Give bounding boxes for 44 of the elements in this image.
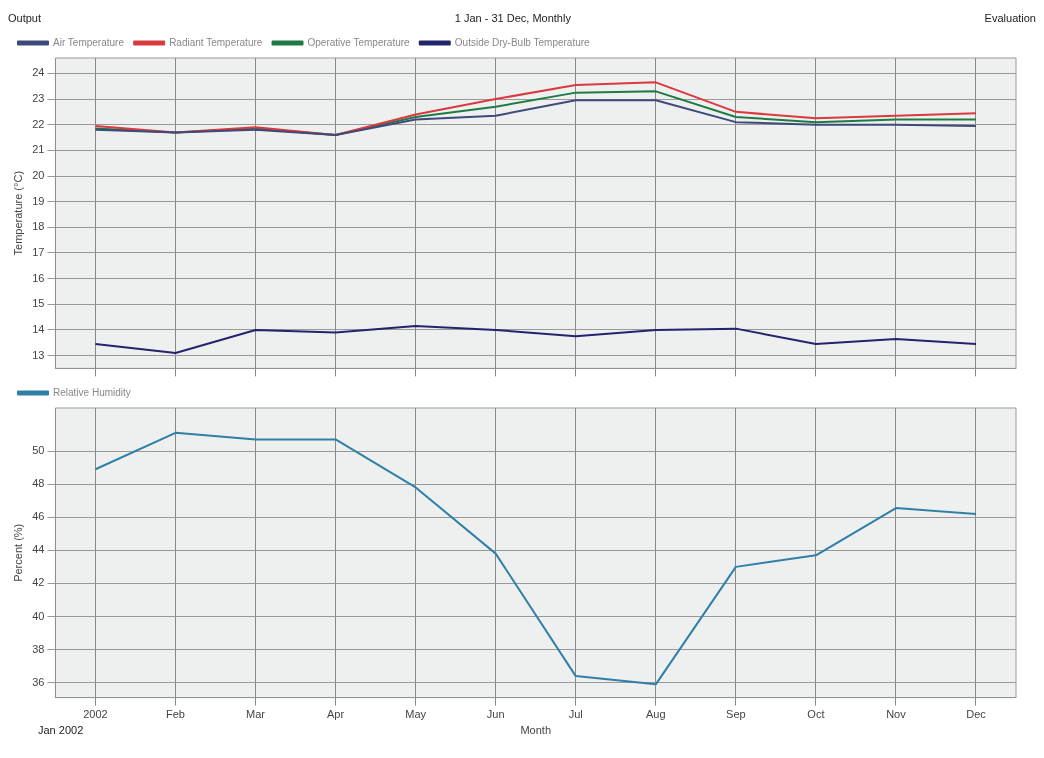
legend-label: Operative Temperature xyxy=(307,36,411,48)
y-tick-label: 20 xyxy=(32,169,45,182)
y-tick-label: 15 xyxy=(32,297,45,310)
y-axis-title: Temperature (°C) xyxy=(11,170,24,256)
text: Evaluation xyxy=(984,12,1036,24)
y-tick-label: 40 xyxy=(32,609,45,622)
y-tick-label: 14 xyxy=(32,322,45,335)
y-tick-label: 18 xyxy=(32,220,45,233)
y-tick-label: 42 xyxy=(32,576,45,589)
y-tick-label: 23 xyxy=(32,92,45,105)
chart-title: Output xyxy=(8,12,42,24)
y-tick-label: 17 xyxy=(32,245,45,258)
y-tick-label: 44 xyxy=(32,543,45,556)
x-tick-label: Oct xyxy=(807,708,825,721)
x-tick-label: Sep xyxy=(726,708,746,721)
chart-subtitle: 1 Jan - 31 Dec, Monthly xyxy=(454,12,571,24)
x-tick-label: 2002 xyxy=(83,708,108,721)
legend-label: Outside Dry-Bulb Temperature xyxy=(454,36,591,48)
text: Jan 2002 xyxy=(38,724,84,736)
y-tick-label: 36 xyxy=(32,675,45,688)
y-tick-label: 38 xyxy=(32,642,45,655)
x-tick-label: Jul xyxy=(568,708,583,721)
legend-label: Air Temperature xyxy=(53,36,125,48)
x-tick-label: Apr xyxy=(327,708,345,721)
x-tick-label: Feb xyxy=(166,708,185,721)
x-tick-label: Aug xyxy=(646,708,666,721)
y-tick-label: 13 xyxy=(32,348,45,361)
y-tick-label: 16 xyxy=(32,271,45,284)
x-tick-label: Jun xyxy=(486,708,505,721)
y-axis-title: Percent (%) xyxy=(11,523,24,582)
y-tick-label: 19 xyxy=(32,194,45,207)
y-tick-label: 24 xyxy=(32,66,45,79)
y-tick-label: 21 xyxy=(32,143,45,156)
legend-label: Radiant Temperature xyxy=(169,36,263,48)
legend-label: Relative Humidity xyxy=(53,386,131,398)
y-tick-label: 46 xyxy=(32,510,45,523)
x-tick-label: Mar xyxy=(246,708,266,721)
x-tick-label: Dec xyxy=(966,708,987,721)
x-tick-label: Nov xyxy=(886,708,907,721)
x-axis-title: Month xyxy=(520,724,552,737)
x-tick-label: May xyxy=(405,708,427,721)
y-tick-label: 48 xyxy=(32,477,45,490)
y-tick-label: 50 xyxy=(32,444,45,457)
y-tick-label: 22 xyxy=(32,117,45,130)
